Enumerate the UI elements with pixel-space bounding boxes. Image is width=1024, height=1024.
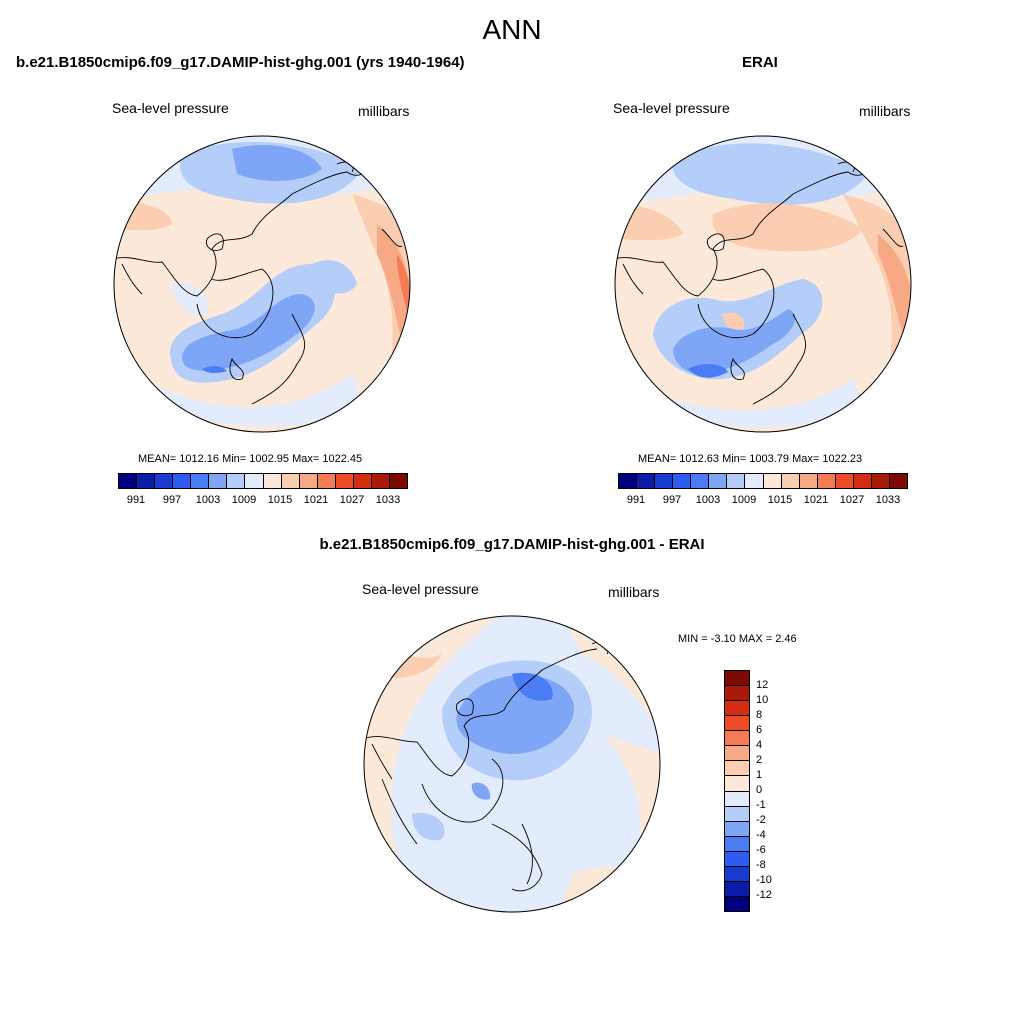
colorbar-tick-label: 1021 <box>803 494 829 506</box>
colorbar-box <box>725 716 749 732</box>
colorbar-box <box>725 821 749 837</box>
colorbar-tick-label: 1021 <box>303 494 329 506</box>
colorbar-tick-label: 1027 <box>339 494 365 506</box>
main-title: ANN <box>482 14 542 45</box>
colorbar-box <box>263 474 282 488</box>
colorbar-box <box>173 474 192 488</box>
obs-units-label: millibars <box>859 103 911 119</box>
colorbar-tick-label: 991 <box>626 494 646 506</box>
colorbar-box <box>191 474 210 488</box>
obs-stats: MEAN= 1012.63 Min= 1003.79 Max= 1022.23 <box>638 453 863 465</box>
colorbar-tick-label: -1 <box>756 799 766 811</box>
colorbar-tick-label: -10 <box>756 874 772 886</box>
colorbar-box <box>725 836 749 852</box>
colorbar-box <box>673 474 692 488</box>
model-field-label: Sea-level pressure <box>112 100 229 116</box>
colorbar-box <box>889 474 907 488</box>
colorbar-box <box>763 474 782 488</box>
colorbar-box <box>725 896 749 911</box>
diff-polar-map <box>363 615 661 913</box>
diff-units-label: millibars <box>608 584 660 600</box>
obs-panel-title: ERAI <box>742 54 778 71</box>
colorbar-box <box>691 474 710 488</box>
colorbar-box <box>725 671 749 687</box>
colorbar-tick-label: 997 <box>662 494 682 506</box>
colorbar-box <box>119 474 138 488</box>
obs-polar-map <box>614 135 912 433</box>
obs-colorbar <box>618 473 908 489</box>
colorbar-box <box>725 851 749 867</box>
diff-stats: MIN = -3.10 MAX = 2.46 <box>678 633 797 645</box>
colorbar-box <box>727 474 746 488</box>
colorbar-tick-label: 991 <box>126 494 146 506</box>
colorbar-box <box>853 474 872 488</box>
colorbar-box <box>245 474 264 488</box>
model-stats: MEAN= 1012.16 Min= 1002.95 Max= 1022.45 <box>138 453 363 465</box>
colorbar-tick-label: 997 <box>162 494 182 506</box>
colorbar-tick-label: 1 <box>756 769 763 781</box>
colorbar-tick-label: 1003 <box>695 494 721 506</box>
colorbar-tick-label: 1033 <box>875 494 901 506</box>
colorbar-box <box>371 474 390 488</box>
colorbar-tick-label: 1015 <box>267 494 293 506</box>
model-panel-title: b.e21.B1850cmip6.f09_g17.DAMIP-hist-ghg.… <box>16 54 465 71</box>
colorbar-tick-label: 1033 <box>375 494 401 506</box>
colorbar-box <box>637 474 656 488</box>
colorbar-box <box>725 761 749 777</box>
model-colorbar <box>118 473 408 489</box>
colorbar-tick-label: 1027 <box>839 494 865 506</box>
colorbar-tick-label: 2 <box>756 754 763 766</box>
colorbar-box <box>781 474 800 488</box>
colorbar-tick-label: -2 <box>756 814 766 826</box>
colorbar-box <box>389 474 407 488</box>
colorbar-box <box>799 474 818 488</box>
diff-colorbar <box>724 670 750 912</box>
colorbar-box <box>655 474 674 488</box>
colorbar-box <box>725 731 749 747</box>
colorbar-box <box>871 474 890 488</box>
colorbar-box <box>745 474 764 488</box>
colorbar-box <box>725 866 749 882</box>
colorbar-box <box>725 686 749 702</box>
diff-field-label: Sea-level pressure <box>362 581 479 597</box>
colorbar-tick-label: 4 <box>756 739 763 751</box>
colorbar-box <box>725 806 749 822</box>
colorbar-box <box>725 746 749 762</box>
colorbar-box <box>227 474 246 488</box>
colorbar-box <box>353 474 372 488</box>
colorbar-box <box>725 881 749 897</box>
colorbar-box <box>299 474 318 488</box>
colorbar-box <box>619 474 638 488</box>
model-polar-map <box>113 135 411 433</box>
colorbar-box <box>709 474 728 488</box>
colorbar-tick-label: -4 <box>756 829 766 841</box>
diff-panel-title: b.e21.B1850cmip6.f09_g17.DAMIP-hist-ghg.… <box>319 536 705 553</box>
colorbar-box <box>817 474 836 488</box>
colorbar-box <box>725 701 749 717</box>
colorbar-tick-label: -8 <box>756 859 766 871</box>
obs-field-label: Sea-level pressure <box>613 100 730 116</box>
colorbar-box <box>725 776 749 792</box>
colorbar-tick-label: 10 <box>756 694 769 706</box>
colorbar-box <box>835 474 854 488</box>
colorbar-tick-label: 1009 <box>731 494 757 506</box>
colorbar-box <box>137 474 156 488</box>
colorbar-box <box>317 474 336 488</box>
colorbar-tick-label: 0 <box>756 784 763 796</box>
colorbar-tick-label: 1015 <box>767 494 793 506</box>
colorbar-tick-label: -6 <box>756 844 766 856</box>
colorbar-tick-label: -12 <box>756 889 772 901</box>
colorbar-tick-label: 1009 <box>231 494 257 506</box>
colorbar-tick-label: 8 <box>756 709 763 721</box>
colorbar-box <box>155 474 174 488</box>
colorbar-box <box>335 474 354 488</box>
colorbar-box <box>281 474 300 488</box>
colorbar-box <box>725 791 749 807</box>
model-units-label: millibars <box>358 103 410 119</box>
colorbar-tick-label: 1003 <box>195 494 221 506</box>
colorbar-tick-label: 12 <box>756 679 769 691</box>
colorbar-box <box>209 474 228 488</box>
colorbar-tick-label: 6 <box>756 724 763 736</box>
